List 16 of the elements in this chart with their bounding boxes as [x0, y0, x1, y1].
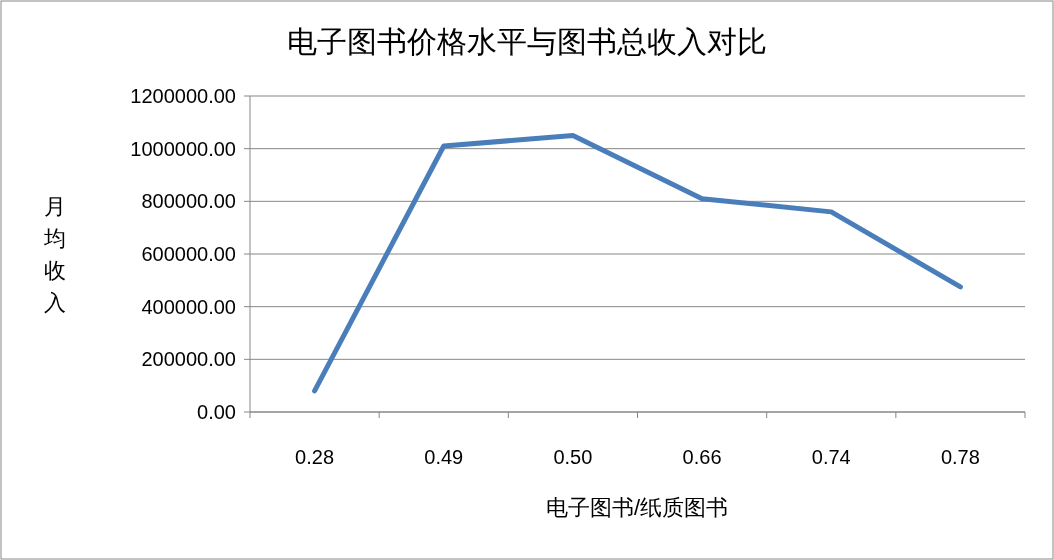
y-tick-label: 1000000.00: [130, 137, 236, 160]
y-tick-label: 200000.00: [141, 348, 236, 371]
x-tick-label: 0.49: [424, 446, 464, 468]
x-tick-label: 0.66: [682, 446, 722, 468]
x-axis-title: 电子图书/纸质图书: [545, 495, 729, 520]
x-tick-label: 0.78: [940, 446, 980, 468]
y-tick-label: 400000.00: [141, 295, 236, 318]
y-tick-label: 800000.00: [141, 190, 236, 213]
x-tick-label: 0.28: [295, 446, 335, 468]
chart-title: 电子图书价格水平与图书总收入对比: [287, 25, 767, 58]
x-tick-label: 0.50: [553, 446, 593, 468]
y-tick-label: 1200000.00: [130, 85, 236, 107]
y-axis-title: 月均收入: [43, 194, 66, 315]
y-tick-label: 0.00: [197, 401, 236, 423]
x-tick-label: 0.74: [811, 446, 851, 468]
y-tick-label: 600000.00: [141, 243, 236, 265]
